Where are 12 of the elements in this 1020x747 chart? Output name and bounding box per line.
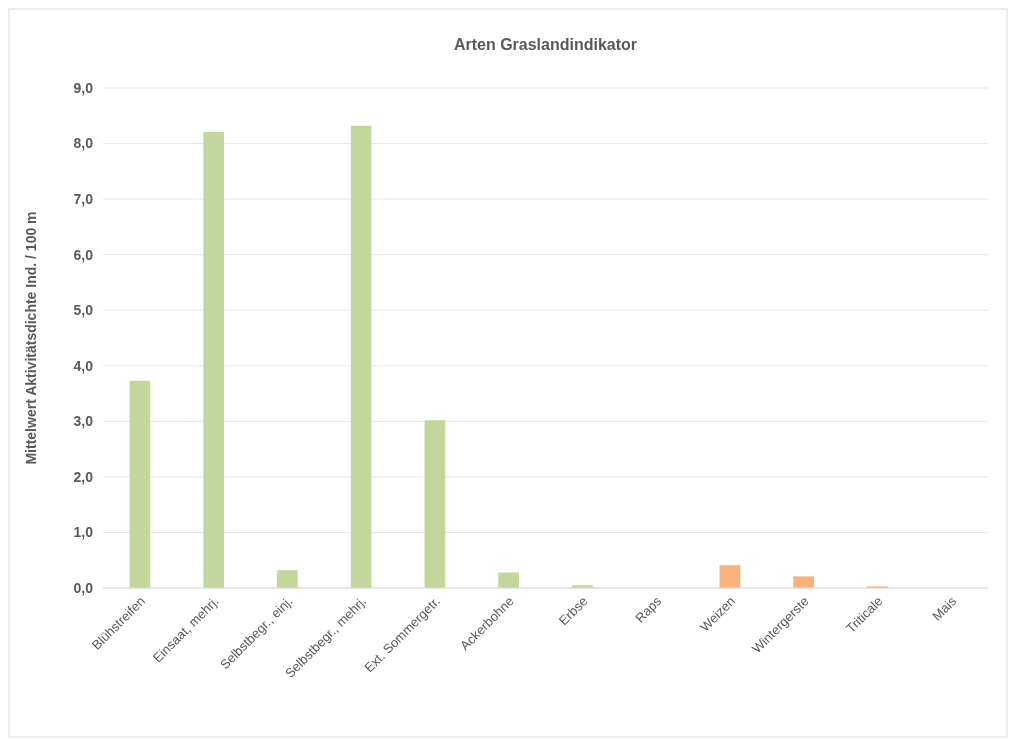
y-tick-label: 7,0 (73, 191, 94, 208)
y-tick-label: 9,0 (73, 79, 94, 96)
y-tick-label: 1,0 (73, 524, 94, 541)
y-tick-label: 5,0 (73, 302, 94, 319)
y-tick-label: 0,0 (73, 579, 94, 596)
chart-title: Arten Graslandindikator (453, 36, 638, 53)
y-tick-label: 8,0 (73, 135, 94, 152)
y-tick-label: 6,0 (73, 246, 94, 263)
y-tick-label: 4,0 (73, 357, 94, 374)
y-tick-label: 3,0 (73, 413, 94, 430)
y-axis-title: Mittelwert Aktivitätsdichte Ind. / 100 m (23, 211, 39, 465)
y-tick-label: 2,0 (73, 468, 94, 485)
